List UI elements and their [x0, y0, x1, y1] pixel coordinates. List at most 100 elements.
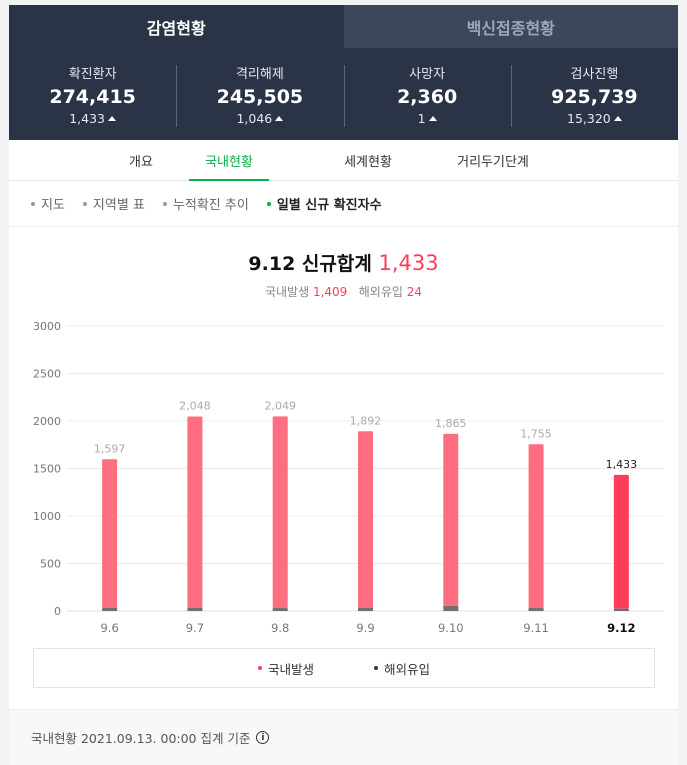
bullet-icon	[82, 201, 87, 206]
filter-label: 누적확진 추이	[172, 198, 249, 213]
daily-cases-bar-chart: 0 500 1000 1500 2000 2500 3000 1,597 9.6 2,048 9.7…	[33, 320, 664, 635]
up-arrow-icon	[108, 115, 117, 121]
bar-value-label: 1,865	[435, 417, 467, 430]
bullet-icon	[266, 201, 271, 206]
filter-label: 지도	[41, 198, 65, 213]
stat-released: 격리해제 245,505 1,046	[176, 63, 343, 127]
y-tick-label: 1500	[33, 463, 61, 476]
bar-domestic	[528, 444, 544, 609]
bar-domestic	[187, 416, 203, 608]
y-tick-label: 500	[40, 558, 61, 571]
stat-change: 15,320	[511, 111, 678, 126]
bar-value-label: 1,433	[606, 458, 638, 471]
subnav-domestic[interactable]: 국내현황	[189, 140, 269, 181]
up-arrow-icon	[275, 115, 284, 121]
stat-value: 2,360	[397, 85, 458, 108]
imported-value: 24	[406, 285, 423, 299]
bar-domestic	[613, 474, 629, 609]
bullet-icon	[162, 201, 167, 206]
covid-status-panel: 감염현황 백신접종현황 확진환자 274,415 1,433 격리해제 245,…	[9, 5, 678, 765]
bar-imported	[528, 608, 544, 611]
sub-navigation: 개요 국내현황 세계현황 거리두기단계	[9, 140, 678, 181]
x-tick-label: 9.6	[100, 621, 118, 635]
stat-change-value: 1	[417, 110, 426, 126]
domestic-value: 1,409	[312, 285, 348, 299]
up-arrow-icon	[613, 115, 622, 121]
footer-text: 국내현황 2021.09.13. 00:00 집계 기준	[31, 731, 251, 746]
info-icon[interactable]: i	[256, 731, 270, 744]
stat-value: 274,415	[49, 85, 136, 108]
bar-imported	[613, 608, 629, 611]
bar-value-label: 2,049	[264, 399, 296, 412]
x-tick-label: 9.9	[356, 621, 374, 635]
x-tick-label: 9.8	[271, 621, 289, 635]
tab-infection-status[interactable]: 감염현황	[9, 5, 344, 48]
stat-change-value: 1,433	[69, 110, 106, 126]
stat-testing: 검사진행 925,739 15,320	[510, 63, 678, 127]
chart-filters: 지도 지역별 표 누적확진 추이 일별 신규 확진자수	[9, 181, 678, 227]
legend-label: 국내발생	[267, 661, 314, 677]
domestic-label: 국내발생	[264, 285, 310, 299]
stats-row: 확진환자 274,415 1,433 격리해제 245,505 1,046 사망…	[9, 48, 678, 140]
up-arrow-icon	[428, 115, 437, 121]
bar-imported	[272, 608, 288, 611]
bar-domestic	[443, 433, 459, 606]
filter-cumulative-trend[interactable]: 누적확진 추이	[162, 194, 249, 213]
summary-header: 감염현황 백신접종현황 확진환자 274,415 1,433 격리해제 245,…	[9, 5, 678, 140]
bullet-icon	[31, 201, 35, 206]
subnav-distancing-level[interactable]: 거리두기단계	[457, 154, 529, 170]
legend-dot-icon	[374, 666, 378, 670]
legend-dot-icon	[257, 666, 262, 670]
headline-date: 9.12	[248, 253, 296, 275]
tab-vaccination-status[interactable]: 백신접종현황	[343, 5, 678, 48]
x-tick-label: 9.12	[607, 621, 635, 635]
bar-domestic	[358, 431, 373, 608]
stat-change-value: 15,320	[567, 110, 611, 126]
legend-label: 해외유입	[384, 661, 431, 677]
y-tick-label: 1000	[33, 510, 61, 523]
imported-label: 해외유입	[358, 285, 403, 299]
stat-confirmed: 확진환자 274,415 1,433	[9, 63, 176, 126]
filter-label: 지역별 표	[92, 198, 145, 213]
legend-item-domestic[interactable]: 국내발생	[257, 659, 314, 678]
stat-value: 245,505	[216, 85, 304, 108]
filter-map[interactable]: 지도	[31, 194, 65, 213]
x-tick-label: 9.11	[523, 621, 549, 635]
stat-deaths: 사망자 2,360 1	[343, 63, 511, 127]
bar-value-label: 1,755	[520, 427, 552, 440]
bar-domestic	[102, 459, 118, 608]
y-tick-label: 0	[54, 605, 61, 618]
y-tick-label: 2000	[33, 415, 61, 428]
bar-value-label: 1,892	[350, 414, 382, 427]
bar-value-label: 2,048	[179, 399, 211, 412]
bar-imported	[358, 607, 373, 611]
filter-region-table[interactable]: 지역별 표	[82, 194, 145, 213]
stat-change: 1,433	[9, 111, 176, 126]
filter-daily-new-cases[interactable]: 일별 신규 확진자수	[266, 194, 382, 213]
x-tick-label: 9.7	[186, 621, 204, 635]
subnav-overview[interactable]: 개요	[129, 154, 153, 170]
chart-headline: 9.12 신규합계 1,433	[9, 249, 678, 276]
stat-label: 확진환자	[68, 66, 117, 82]
y-tick-label: 3000	[33, 320, 61, 333]
footer-note: 국내현황 2021.09.13. 00:00 집계 기준 i	[9, 709, 678, 765]
chart-legend: 국내발생 해외유입	[33, 648, 655, 688]
x-tick-label: 9.10	[438, 621, 464, 635]
filter-label: 일별 신규 확진자수	[276, 198, 382, 213]
subnav-world[interactable]: 세계현황	[344, 154, 392, 170]
stat-label: 사망자	[409, 66, 446, 82]
y-tick-label: 2500	[33, 368, 61, 381]
chart-subline: 국내발생 1,409 해외유입 24	[9, 283, 678, 300]
bar-domestic	[272, 416, 288, 609]
bar-imported	[102, 607, 118, 611]
bar-value-label: 1,597	[94, 442, 126, 455]
stat-label: 검사진행	[570, 66, 619, 82]
stat-change: 1	[344, 111, 511, 126]
stat-value: 925,739	[551, 85, 638, 108]
headline-total: 1,433	[378, 251, 439, 275]
stat-change: 1,046	[176, 111, 343, 126]
stat-change-value: 1,046	[236, 110, 273, 126]
legend-item-imported[interactable]: 해외유입	[374, 659, 430, 678]
stat-label: 격리해제	[235, 66, 284, 82]
main-tabs: 감염현황 백신접종현황	[9, 5, 678, 48]
